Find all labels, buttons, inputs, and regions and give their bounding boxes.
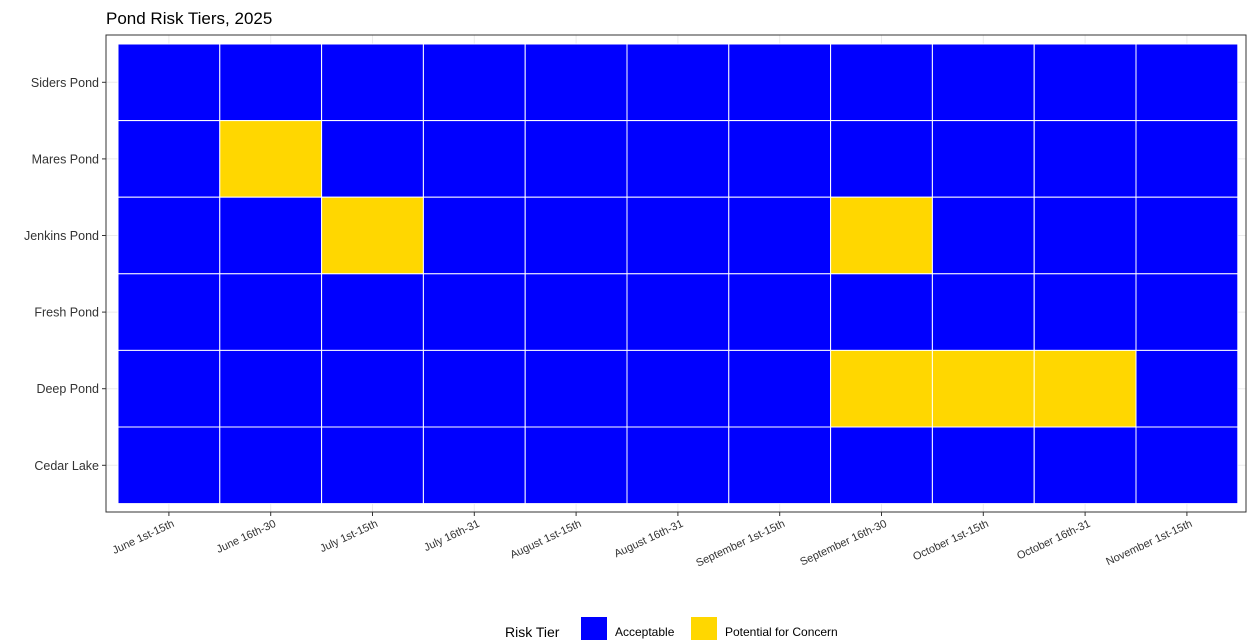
cell-deep-pond-october-1st-15th <box>931 349 1035 428</box>
cell-deep-pond-september-1st-15th <box>728 349 832 428</box>
cell-jenkins-pond-september-16th-30 <box>830 196 933 275</box>
cell-mares-pond-august-16th-31 <box>626 120 730 198</box>
cell-jenkins-pond-november-1st-15th <box>1135 196 1239 275</box>
x-axis: June 1st-15th June 16th-30 July 1st-15th Ju… <box>111 512 1194 570</box>
cell-jenkins-pond-july-16th-31 <box>422 196 526 275</box>
cell-deep-pond-july-1st-15th <box>321 349 424 428</box>
cell-jenkins-pond-june-16th-30 <box>219 196 323 275</box>
y-tick-label-siders-pond: Siders Pond <box>31 76 99 90</box>
cell-jenkins-pond-august-16th-31 <box>626 196 730 275</box>
cell-siders-pond-august-1st-15th <box>524 43 628 122</box>
cell-fresh-pond-august-1st-15th <box>524 273 628 351</box>
cell-fresh-pond-october-16th-31 <box>1033 273 1137 351</box>
cell-siders-pond-november-1st-15th <box>1135 43 1239 122</box>
cell-siders-pond-october-16th-31 <box>1033 43 1137 122</box>
cell-fresh-pond-july-16th-31 <box>422 273 526 351</box>
x-tick-label-august-1st-15th: August 1st-15th <box>508 518 583 561</box>
x-tick-label-september-16th-30: September 16th-30 <box>798 518 888 569</box>
cell-cedar-lake-august-1st-15th <box>524 426 628 505</box>
cell-deep-pond-july-16th-31 <box>422 349 526 428</box>
cell-cedar-lake-november-1st-15th <box>1135 426 1239 505</box>
cell-fresh-pond-september-1st-15th <box>728 273 832 351</box>
heatmap-cells <box>117 43 1239 505</box>
y-axis: Siders Pond Mares Pond Jenkins Pond Fresh P… <box>24 76 106 473</box>
x-tick-label-june-1st-15th: June 1st-15th <box>111 518 176 557</box>
cell-mares-pond-october-1st-15th <box>931 120 1035 198</box>
cell-jenkins-pond-august-1st-15th <box>524 196 628 275</box>
x-tick-label-october-16th-31: October 16th-31 <box>1015 518 1092 562</box>
y-tick-label-deep-pond: Deep Pond <box>36 382 99 396</box>
cell-cedar-lake-september-1st-15th <box>728 426 832 505</box>
panel-border <box>105 34 1247 513</box>
cell-siders-pond-june-1st-15th <box>117 43 221 122</box>
cell-siders-pond-august-16th-31 <box>626 43 730 122</box>
x-tick-label-september-1st-15th: September 1st-15th <box>694 518 787 570</box>
cell-deep-pond-september-16th-30 <box>830 349 933 428</box>
y-tick-label-cedar-lake: Cedar Lake <box>34 459 99 473</box>
cell-mares-pond-june-1st-15th <box>117 120 221 198</box>
cell-cedar-lake-october-16th-31 <box>1033 426 1137 505</box>
cell-deep-pond-june-16th-30 <box>219 349 323 428</box>
cell-deep-pond-november-1st-15th <box>1135 349 1239 428</box>
y-tick-label-mares-pond: Mares Pond <box>32 152 99 166</box>
y-tick-label-fresh-pond: Fresh Pond <box>34 306 99 320</box>
cell-cedar-lake-august-16th-31 <box>626 426 730 505</box>
cell-mares-pond-july-1st-15th <box>321 120 424 198</box>
legend-key-potential-for-concern <box>691 617 717 640</box>
cell-deep-pond-august-1st-15th <box>524 349 628 428</box>
cell-cedar-lake-july-16th-31 <box>422 426 526 505</box>
cell-mares-pond-july-16th-31 <box>422 120 526 198</box>
cell-siders-pond-july-1st-15th <box>321 43 424 122</box>
legend-title: Risk Tier <box>505 624 560 640</box>
legend: Risk Tier Acceptable Potential for Conce… <box>505 617 838 640</box>
chart-title: Pond Risk Tiers, 2025 <box>106 9 272 28</box>
cell-fresh-pond-august-16th-31 <box>626 273 730 351</box>
x-tick-label-july-16th-31: July 16th-31 <box>422 518 481 554</box>
cell-fresh-pond-november-1st-15th <box>1135 273 1239 351</box>
cell-mares-pond-august-1st-15th <box>524 120 628 198</box>
cell-siders-pond-september-1st-15th <box>728 43 832 122</box>
legend-key-acceptable <box>581 617 607 640</box>
x-tick-label-october-1st-15th: October 1st-15th <box>911 518 990 564</box>
cell-cedar-lake-september-16th-30 <box>830 426 933 505</box>
cell-jenkins-pond-july-1st-15th <box>321 196 424 275</box>
cell-jenkins-pond-september-1st-15th <box>728 196 832 275</box>
y-tick-label-jenkins-pond: Jenkins Pond <box>24 229 99 243</box>
cell-cedar-lake-july-1st-15th <box>321 426 424 505</box>
cell-mares-pond-june-16th-30 <box>219 120 323 198</box>
cell-fresh-pond-october-1st-15th <box>931 273 1035 351</box>
cell-fresh-pond-june-16th-30 <box>219 273 323 351</box>
cell-jenkins-pond-october-16th-31 <box>1033 196 1137 275</box>
x-tick-label-july-1st-15th: July 1st-15th <box>318 518 380 555</box>
cell-siders-pond-september-16th-30 <box>830 43 933 122</box>
cell-siders-pond-october-1st-15th <box>931 43 1035 122</box>
cell-mares-pond-september-16th-30 <box>830 120 933 198</box>
cell-cedar-lake-june-1st-15th <box>117 426 221 505</box>
cell-fresh-pond-june-1st-15th <box>117 273 221 351</box>
cell-jenkins-pond-june-1st-15th <box>117 196 221 275</box>
cell-mares-pond-september-1st-15th <box>728 120 832 198</box>
x-tick-label-november-1st-15th: November 1st-15th <box>1104 518 1194 568</box>
cell-cedar-lake-october-1st-15th <box>931 426 1035 505</box>
x-tick-label-june-16th-30: June 16th-30 <box>215 518 278 556</box>
cell-deep-pond-october-16th-31 <box>1033 349 1137 428</box>
cell-siders-pond-july-16th-31 <box>422 43 526 122</box>
cell-fresh-pond-september-16th-30 <box>830 273 933 351</box>
x-tick-label-august-16th-31: August 16th-31 <box>612 518 685 560</box>
cell-deep-pond-june-1st-15th <box>117 349 221 428</box>
cell-cedar-lake-june-16th-30 <box>219 426 323 505</box>
legend-label-acceptable: Acceptable <box>615 625 675 639</box>
cell-jenkins-pond-october-1st-15th <box>931 196 1035 275</box>
cell-fresh-pond-july-1st-15th <box>321 273 424 351</box>
cell-mares-pond-october-16th-31 <box>1033 120 1137 198</box>
cell-mares-pond-november-1st-15th <box>1135 120 1239 198</box>
legend-label-potential-for-concern: Potential for Concern <box>725 625 838 639</box>
cell-deep-pond-august-16th-31 <box>626 349 730 428</box>
cell-siders-pond-june-16th-30 <box>219 43 323 122</box>
